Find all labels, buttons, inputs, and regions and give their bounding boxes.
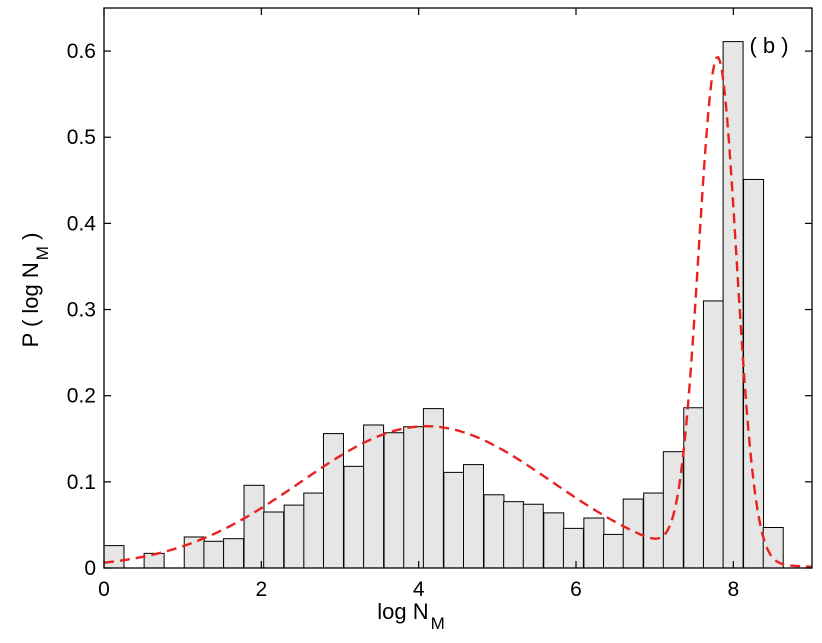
histogram-bar [263, 511, 285, 569]
x-axis-label-subscript: M [431, 614, 445, 633]
y-axis-label-subscript: M [33, 246, 52, 260]
x-tick-label: 4 [413, 578, 425, 601]
histogram-bars [103, 41, 784, 569]
histogram-bar [363, 424, 385, 569]
histogram-bar [443, 471, 465, 569]
histogram-bar [603, 533, 625, 569]
y-axis-label-prefix: P ( log N [18, 262, 43, 347]
histogram-bar [483, 494, 505, 569]
histogram-bar [303, 492, 325, 569]
histogram-bar [583, 517, 605, 569]
histogram-bar [203, 540, 225, 569]
y-tick-label: 0 [84, 557, 96, 580]
y-tick-label: 0.3 [67, 299, 96, 322]
x-tick-label: 2 [255, 578, 267, 601]
histogram-bar [702, 300, 724, 569]
histogram-bar [743, 178, 765, 569]
histogram-bar [343, 465, 365, 569]
x-tick-label: 0 [98, 578, 110, 601]
y-axis-label-suffix: ) [18, 233, 43, 246]
histogram-bar [503, 501, 525, 569]
y-tick-label: 0.2 [67, 385, 96, 408]
panel-label: ( b ) [749, 33, 788, 58]
histogram-bar [183, 536, 205, 569]
histogram-bar [383, 432, 405, 569]
x-tick-label: 6 [570, 578, 582, 601]
histogram-bar [283, 504, 305, 569]
histogram-bar [103, 545, 125, 569]
y-tick-label: 0.1 [67, 471, 96, 494]
histogram-bar [463, 464, 484, 569]
histogram-bar [223, 538, 245, 569]
y-axis-label: P ( log N M ) [18, 233, 52, 348]
histogram-bar [322, 433, 344, 569]
histogram-bar [543, 512, 565, 569]
y-tick-label: 0.5 [67, 126, 96, 149]
fit-curve [103, 55, 813, 568]
x-axis-label-main: log N [377, 599, 428, 624]
histogram-bar [422, 408, 444, 569]
axis-ticks: 0 2 4 6 8 0 0.1 0.2 0.3 0.4 0.5 0.6 [67, 8, 812, 601]
histogram-bar [562, 527, 584, 569]
x-tick-label: 8 [727, 578, 739, 601]
histogram-bar [522, 503, 544, 569]
histogram-bar [403, 426, 425, 569]
y-tick-label: 0.4 [67, 212, 97, 235]
histogram-bar [243, 484, 265, 569]
axes-frame [103, 7, 813, 569]
histogram-bar [643, 492, 665, 569]
y-tick-label: 0.6 [67, 40, 96, 63]
